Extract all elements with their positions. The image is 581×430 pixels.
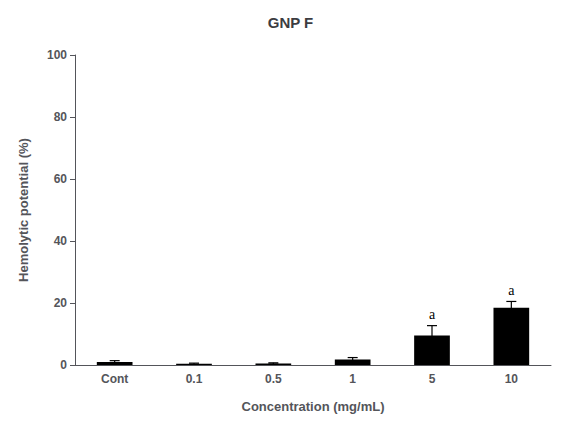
svg-text:1: 1 — [349, 372, 356, 386]
svg-text:5: 5 — [429, 372, 436, 386]
svg-text:Concentration (mg/mL): Concentration (mg/mL) — [242, 399, 385, 414]
svg-text:0.5: 0.5 — [265, 372, 282, 386]
svg-text:a: a — [429, 307, 436, 322]
svg-text:60: 60 — [54, 172, 68, 186]
svg-text:80: 80 — [54, 110, 68, 124]
svg-text:40: 40 — [54, 234, 68, 248]
svg-text:GNP F: GNP F — [268, 14, 314, 31]
svg-text:20: 20 — [54, 296, 68, 310]
svg-text:0.1: 0.1 — [186, 372, 203, 386]
svg-text:a: a — [508, 283, 515, 298]
svg-text:Cont: Cont — [101, 372, 128, 386]
svg-text:100: 100 — [47, 48, 67, 62]
svg-text:10: 10 — [505, 372, 519, 386]
svg-text:Hemolytic potential (%): Hemolytic potential (%) — [16, 138, 31, 282]
svg-text:0: 0 — [60, 358, 67, 372]
